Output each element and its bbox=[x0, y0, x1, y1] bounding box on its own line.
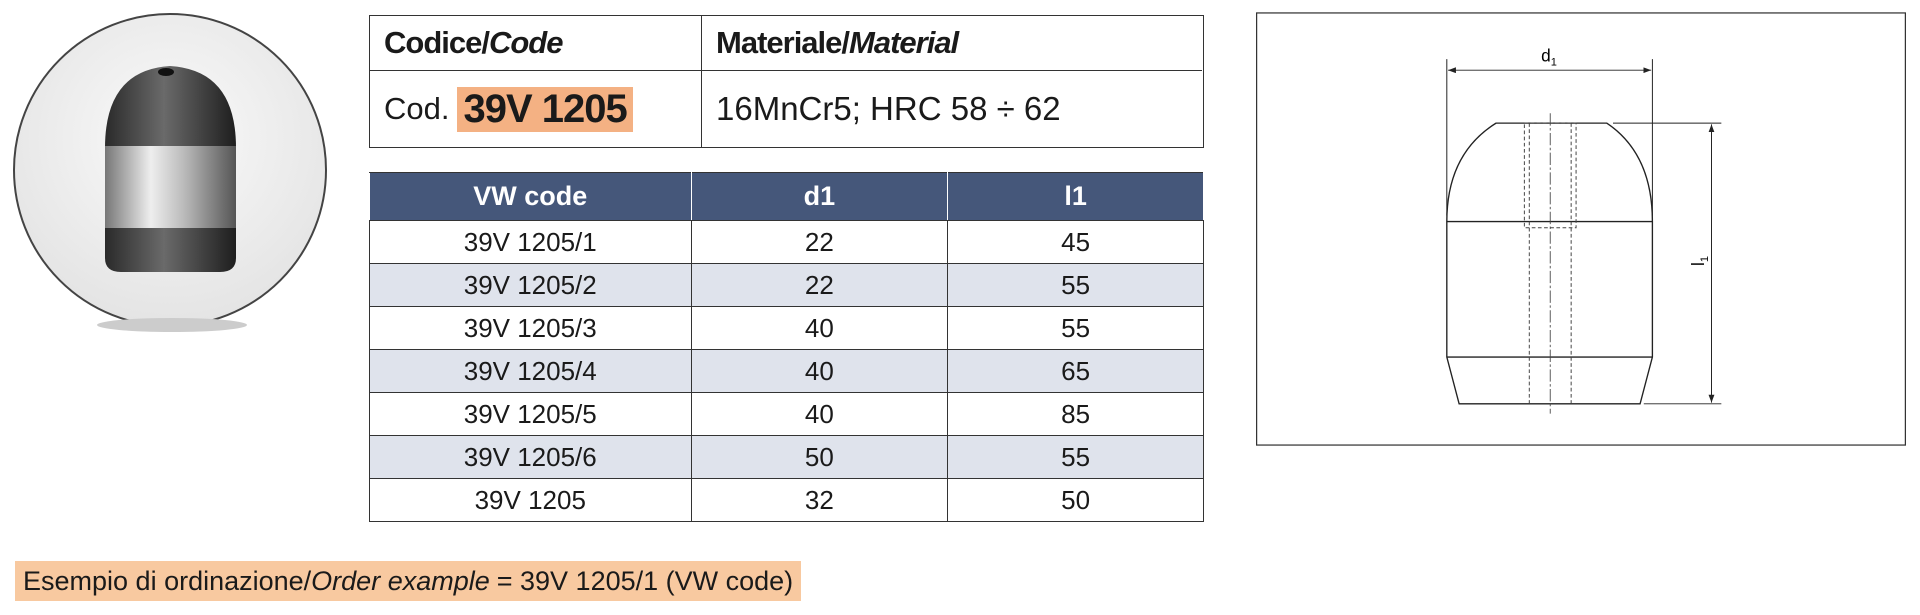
code-prefix: Cod. bbox=[384, 91, 450, 126]
d1-label: d1 bbox=[1541, 46, 1557, 69]
footer-en: Order example bbox=[311, 565, 490, 596]
table-cell: 39V 1205/4 bbox=[369, 349, 692, 393]
header-box: Codice/Code Materiale/Material Cod. 39V 1… bbox=[369, 15, 1204, 148]
table-cell: 55 bbox=[947, 306, 1204, 350]
table-cell: 40 bbox=[690, 349, 949, 393]
table-cell: 55 bbox=[947, 435, 1204, 479]
header-row: VW code d1 l1 bbox=[369, 172, 1204, 221]
table-cell: 22 bbox=[690, 220, 949, 264]
material: 16MnCr5; HRC 58 ÷ 62 bbox=[716, 90, 1061, 127]
label-it: Materiale/ bbox=[716, 25, 850, 60]
table-cell: 32 bbox=[690, 478, 949, 522]
table-cell: 40 bbox=[690, 392, 949, 436]
footer-it: Esempio di ordinazione/ bbox=[23, 565, 312, 596]
table-cell: 45 bbox=[947, 220, 1204, 264]
table-cell: 50 bbox=[947, 478, 1204, 522]
product-photo bbox=[13, 13, 327, 332]
table-row: 39V 1205/6 50 55 bbox=[369, 435, 1204, 479]
table-cell: 39V 1205/5 bbox=[369, 392, 692, 436]
label-main: l bbox=[1688, 262, 1708, 266]
table-row: 39V 1205/1 22 45 bbox=[369, 220, 1204, 264]
table-cell: 65 bbox=[947, 349, 1204, 393]
label-it: Codice/ bbox=[384, 25, 490, 60]
label-sub: 1 bbox=[1551, 56, 1557, 68]
table-cell: 55 bbox=[947, 263, 1204, 307]
table-row: 39V 1205/5 40 85 bbox=[369, 392, 1204, 436]
code: 39V 1205 bbox=[457, 86, 633, 132]
table-cell: 39V 1205/1 bbox=[369, 220, 692, 264]
column-header: VW code bbox=[369, 172, 692, 221]
table-cell: 22 bbox=[690, 263, 949, 307]
table-body: 39V 1205/1 22 45 39V 1205/2 22 55 39V 1205/3 40… bbox=[369, 220, 1204, 522]
size-table: VW code d1 l1 39V 1205/1 22 45 39V 1205/2 22 55… bbox=[369, 172, 1204, 522]
table-cell: 40 bbox=[690, 306, 949, 350]
table-cell: 39V 1205/3 bbox=[369, 306, 692, 350]
code-cell: Cod. 39V 1205 bbox=[370, 71, 702, 147]
footer-rest: = 39V 1205/1 (VW code) bbox=[496, 565, 794, 596]
l1-label: l1 bbox=[1688, 256, 1711, 266]
column-header: l1 bbox=[947, 172, 1204, 221]
label-en: Material bbox=[849, 25, 959, 60]
material-label: Materiale/Material bbox=[702, 16, 1202, 71]
label-sub: 1 bbox=[1699, 256, 1711, 262]
label-en: Code bbox=[488, 25, 563, 60]
table-cell: 39V 1205/2 bbox=[369, 263, 692, 307]
order-example: Esempio di ordinazione/Order example = 39… bbox=[15, 561, 802, 601]
table-cell: 85 bbox=[947, 392, 1204, 436]
technical-drawing: d1 l1 bbox=[1256, 12, 1906, 446]
column-header: d1 bbox=[690, 172, 949, 221]
table-cell: 39V 1205/6 bbox=[369, 435, 692, 479]
label-main: d bbox=[1541, 46, 1551, 66]
table-row: 39V 1205/4 40 65 bbox=[369, 349, 1204, 393]
code-label: Codice/Code bbox=[370, 16, 702, 71]
table-row: 39V 1205/3 40 55 bbox=[369, 306, 1204, 350]
table-row: 39V 1205 32 50 bbox=[369, 478, 1204, 522]
table-row: 39V 1205/2 22 55 bbox=[369, 263, 1204, 307]
table-cell: 50 bbox=[690, 435, 949, 479]
table-cell: 39V 1205 bbox=[369, 478, 692, 522]
